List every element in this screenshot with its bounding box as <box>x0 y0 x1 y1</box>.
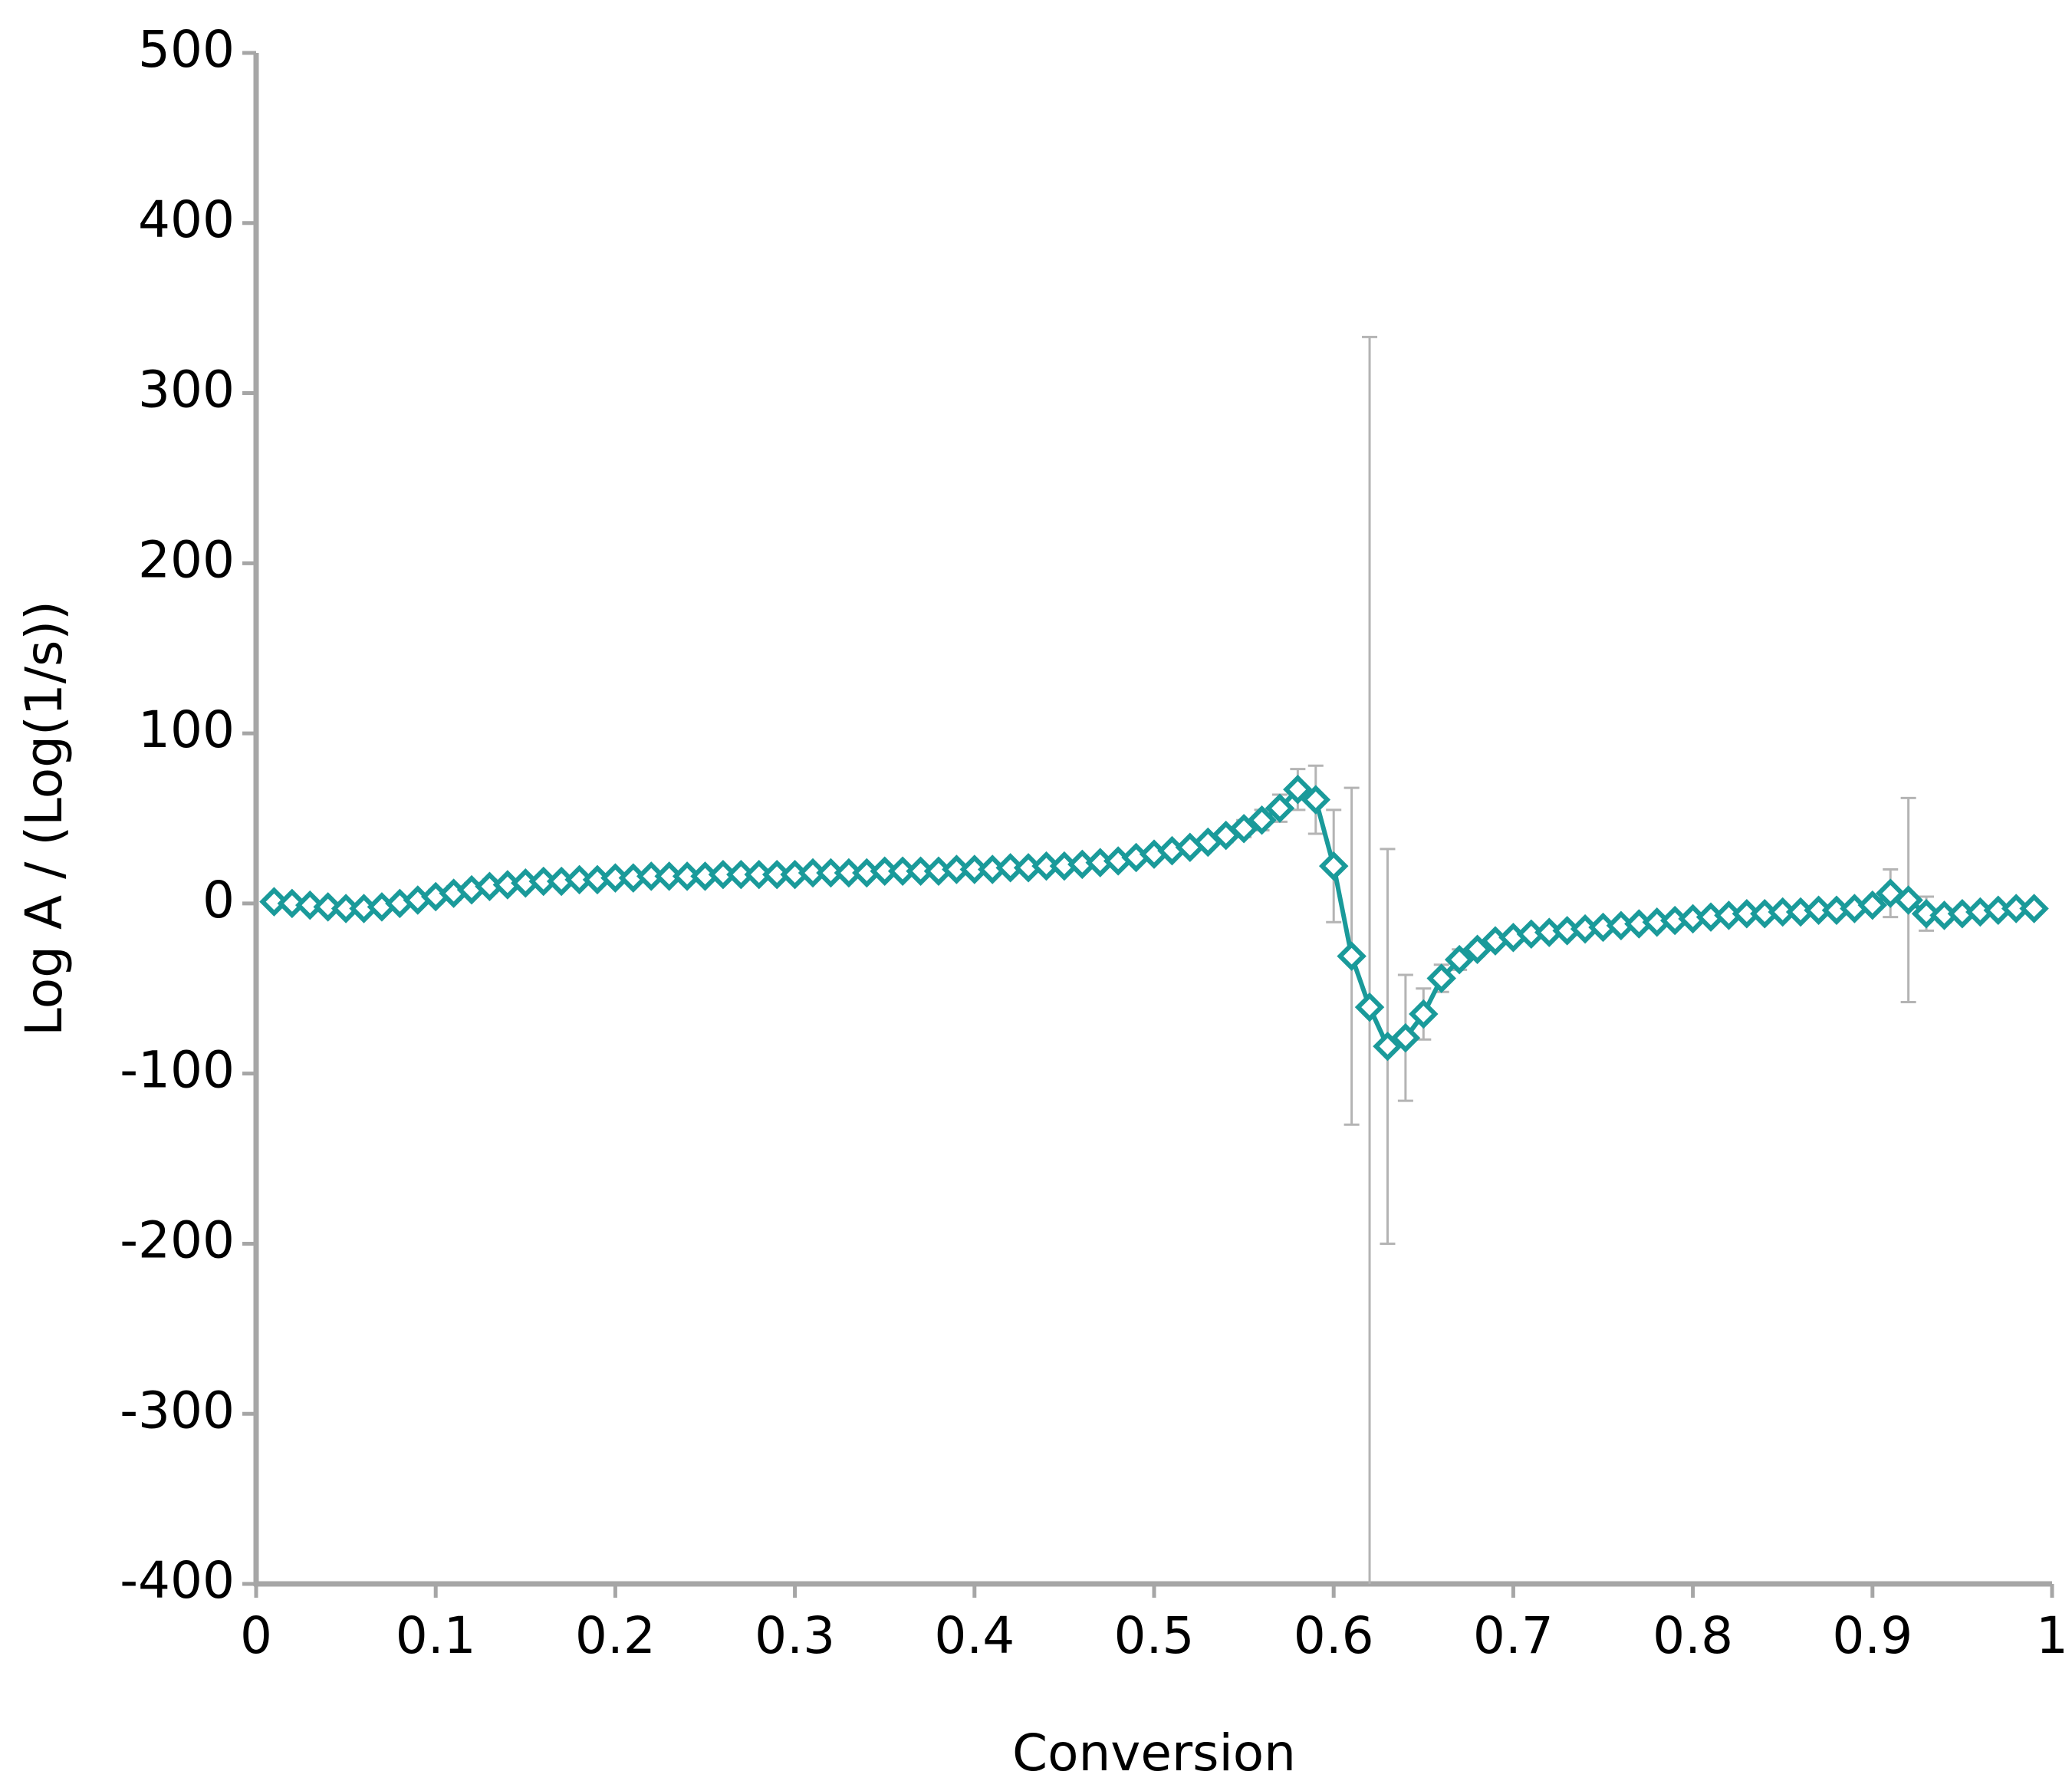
marker <box>1444 944 1475 975</box>
y-tick-label: 200 <box>138 530 235 589</box>
x-tick-label: 0.7 <box>1473 1606 1554 1665</box>
marker <box>1265 793 1295 823</box>
marker <box>1228 814 1259 844</box>
marker <box>313 892 343 922</box>
y-tick-label: -100 <box>120 1041 235 1100</box>
marker <box>1462 934 1492 965</box>
x-tick-label: 0.9 <box>1832 1606 1912 1665</box>
x-tick-label: 1 <box>2036 1606 2068 1665</box>
y-tick-label: 300 <box>138 361 235 420</box>
y-tick-label: -200 <box>120 1211 235 1270</box>
marker <box>1409 999 1439 1029</box>
y-axis-title: Log A / (Log(1/s)) <box>15 601 74 1036</box>
y-tick-label: 400 <box>138 190 235 249</box>
plot-area <box>259 335 2049 1584</box>
marker <box>1857 890 1888 920</box>
y-tick-label: -400 <box>120 1551 235 1610</box>
marker <box>1390 1022 1421 1053</box>
marker <box>259 887 289 917</box>
marker <box>2019 894 2049 923</box>
x-tick-label: 0.5 <box>1114 1606 1195 1665</box>
marker <box>295 890 325 920</box>
marker <box>1301 785 1331 815</box>
x-tick-label: 0.3 <box>755 1606 835 1665</box>
marker <box>1337 941 1367 971</box>
marker <box>1426 963 1456 993</box>
marker <box>1354 992 1385 1022</box>
x-tick-label: 0 <box>240 1606 272 1665</box>
x-axis-title: Conversion <box>1012 1724 1296 1783</box>
x-tick-label: 0.4 <box>934 1606 1015 1665</box>
y-tick-label: 500 <box>138 20 235 79</box>
y-tick-label: -300 <box>120 1381 235 1440</box>
x-tick-label: 0.6 <box>1294 1606 1374 1665</box>
marker <box>1911 898 1942 929</box>
y-tick-label: 100 <box>138 700 235 759</box>
x-tick-label: 0.1 <box>396 1606 476 1665</box>
marker <box>1893 885 1923 915</box>
x-tick-label: 0.8 <box>1653 1606 1733 1665</box>
x-tick-label: 0.2 <box>575 1606 656 1665</box>
y-tick-label: 0 <box>202 871 235 930</box>
marker <box>1247 805 1277 835</box>
marker <box>1318 851 1349 881</box>
marker <box>1283 775 1313 805</box>
marker <box>277 888 308 919</box>
marker <box>1373 1031 1403 1062</box>
